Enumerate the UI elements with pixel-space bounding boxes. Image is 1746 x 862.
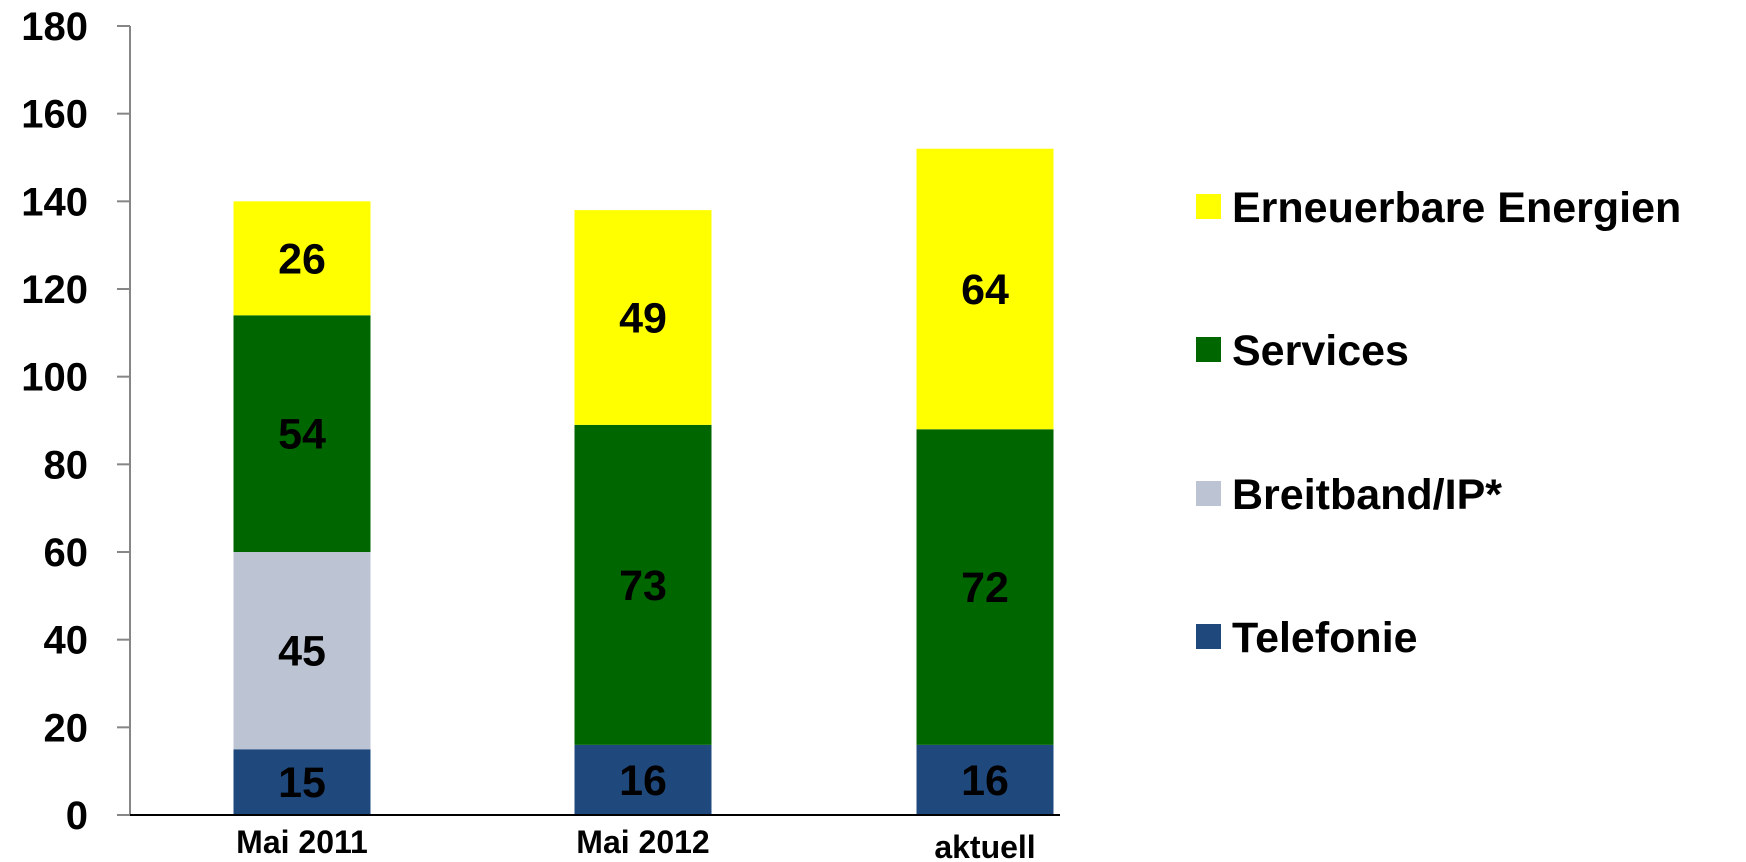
legend-swatch-telefonie [1196, 624, 1221, 649]
x-tick-label-mai-2011: Mai 2011 [236, 824, 368, 860]
x-tick-label-mai-2012: Mai 2012 [576, 824, 709, 860]
legend-swatch-services [1196, 337, 1221, 362]
legend-label-telefonie: Telefonie [1232, 614, 1418, 662]
bar-segment-services-aktuell [916, 429, 1054, 745]
data-label-breitband-ip-mai-2011: 45 [278, 628, 326, 676]
data-label-telefonie-mai-2011: 15 [278, 759, 326, 807]
bar-segment-telefonie-mai-2012 [574, 744, 712, 815]
y-tick-label: 20 [44, 706, 89, 750]
y-tick-label: 0 [66, 794, 88, 838]
y-tick-label: 40 [44, 619, 89, 663]
data-label-erneuerbare-energien-mai-2011: 26 [278, 235, 326, 283]
data-label-services-aktuell: 72 [961, 564, 1009, 612]
data-label-telefonie-aktuell: 16 [961, 757, 1009, 805]
segment-labels-group: 15 45 54 26 16 73 49 16 72 64 [278, 235, 1009, 807]
bar-segment-erneuerbare-energien-mai-2011 [233, 201, 371, 316]
data-label-services-mai-2012: 73 [619, 562, 667, 610]
bar-segment-services-mai-2011 [233, 315, 371, 552]
data-label-services-mai-2011: 54 [278, 411, 326, 459]
legend-label-breitband-ip: Breitband/IP* [1232, 471, 1502, 519]
y-tick-label: 160 [21, 93, 88, 137]
legend-swatch-breitband-ip [1196, 481, 1221, 506]
legend: Erneuerbare Energien Services Breitband/IP… [1196, 184, 1681, 662]
x-tick-label-aktuell: aktuell [934, 829, 1035, 862]
y-tick-label: 60 [44, 531, 89, 575]
y-tick-label: 180 [21, 5, 88, 49]
legend-label-services: Services [1232, 327, 1409, 375]
bars-group [233, 148, 1054, 815]
y-tick-label: 140 [21, 180, 88, 224]
bar-segment-telefonie-aktuell [916, 744, 1054, 815]
bar-segment-telefonie-mai-2011 [233, 749, 371, 815]
data-label-telefonie-mai-2012: 16 [619, 757, 667, 805]
data-label-erneuerbare-energien-mai-2012: 49 [619, 294, 667, 342]
data-label-erneuerbare-energien-aktuell: 64 [961, 266, 1009, 314]
legend-label-erneuerbare-energien: Erneuerbare Energien [1232, 184, 1681, 232]
bar-segment-breitband-ip-mai-2011 [233, 552, 371, 750]
bar-segment-erneuerbare-energien-aktuell [916, 148, 1054, 430]
bar-segment-erneuerbare-energien-mai-2012 [574, 210, 712, 425]
y-tick-label: 80 [44, 443, 89, 487]
legend-swatch-erneuerbare-energien [1196, 194, 1221, 219]
axes-group: 0 20 40 60 80 100 120 140 160 180 Mai 2011 Mai 2012… [21, 5, 1060, 862]
y-tick-label: 120 [21, 268, 88, 312]
bar-segment-services-mai-2012 [574, 424, 712, 745]
y-tick-label: 100 [21, 356, 88, 400]
